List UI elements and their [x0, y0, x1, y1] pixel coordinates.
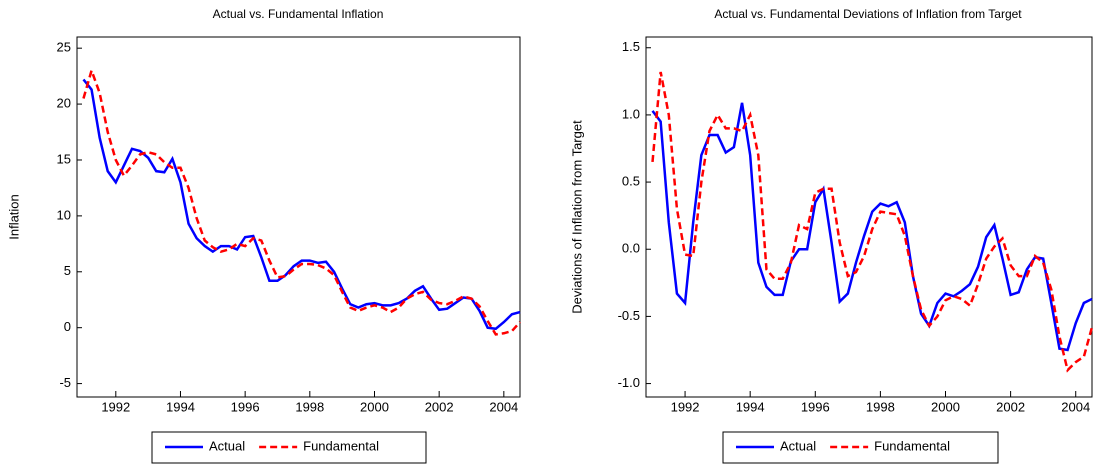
- x-tick-label: 1994: [166, 399, 195, 414]
- y-tick-label: 0: [64, 319, 71, 334]
- x-tick-label: 2002: [425, 399, 454, 414]
- y-tick-label: 25: [57, 40, 71, 55]
- legend-label: Actual: [780, 438, 816, 453]
- legend-label: Fundamental: [303, 438, 379, 453]
- y-tick-label: 5: [64, 263, 71, 278]
- y-tick-label: 10: [57, 207, 71, 222]
- x-tick-label: 2004: [489, 399, 518, 414]
- series-line: [82, 78, 521, 331]
- legend-label: Actual: [209, 438, 245, 453]
- x-tick-label: 1992: [101, 399, 130, 414]
- x-tick-label: 1998: [866, 399, 895, 414]
- series-line: [651, 71, 1094, 373]
- plot-frame: [645, 36, 1093, 398]
- y-tick-label: -1.0: [618, 375, 640, 390]
- x-tick-label: 1998: [295, 399, 324, 414]
- y-tick-label: 1.5: [622, 39, 640, 54]
- x-tick-label: 1996: [801, 399, 830, 414]
- y-tick-label: -0.5: [618, 308, 640, 323]
- y-tick-label: 0.5: [622, 174, 640, 189]
- y-tick-label: 20: [57, 96, 71, 111]
- y-tick-label: 1.0: [622, 106, 640, 121]
- y-tick-label: 0.0: [622, 241, 640, 256]
- x-tick-label: 1994: [736, 399, 765, 414]
- y-axis-title: Inflation: [6, 194, 21, 240]
- x-tick-label: 2000: [360, 399, 389, 414]
- x-tick-label: 2000: [931, 399, 960, 414]
- plot-frame: [76, 36, 521, 398]
- series-line: [651, 102, 1093, 352]
- chart-title: Actual vs. Fundamental Inflation: [213, 7, 384, 21]
- x-tick-label: 2002: [996, 399, 1025, 414]
- legend-label: Fundamental: [874, 438, 950, 453]
- series-line: [82, 66, 521, 336]
- y-tick-label: 15: [57, 151, 71, 166]
- x-tick-label: 1992: [671, 399, 700, 414]
- chart-title: Actual vs. Fundamental Deviations of Inf…: [714, 7, 1022, 21]
- x-tick-label: 2004: [1061, 399, 1090, 414]
- y-axis-title: Deviations of Inflation from Target: [569, 120, 584, 314]
- x-tick-label: 1996: [231, 399, 260, 414]
- y-tick-label: -5: [59, 375, 71, 390]
